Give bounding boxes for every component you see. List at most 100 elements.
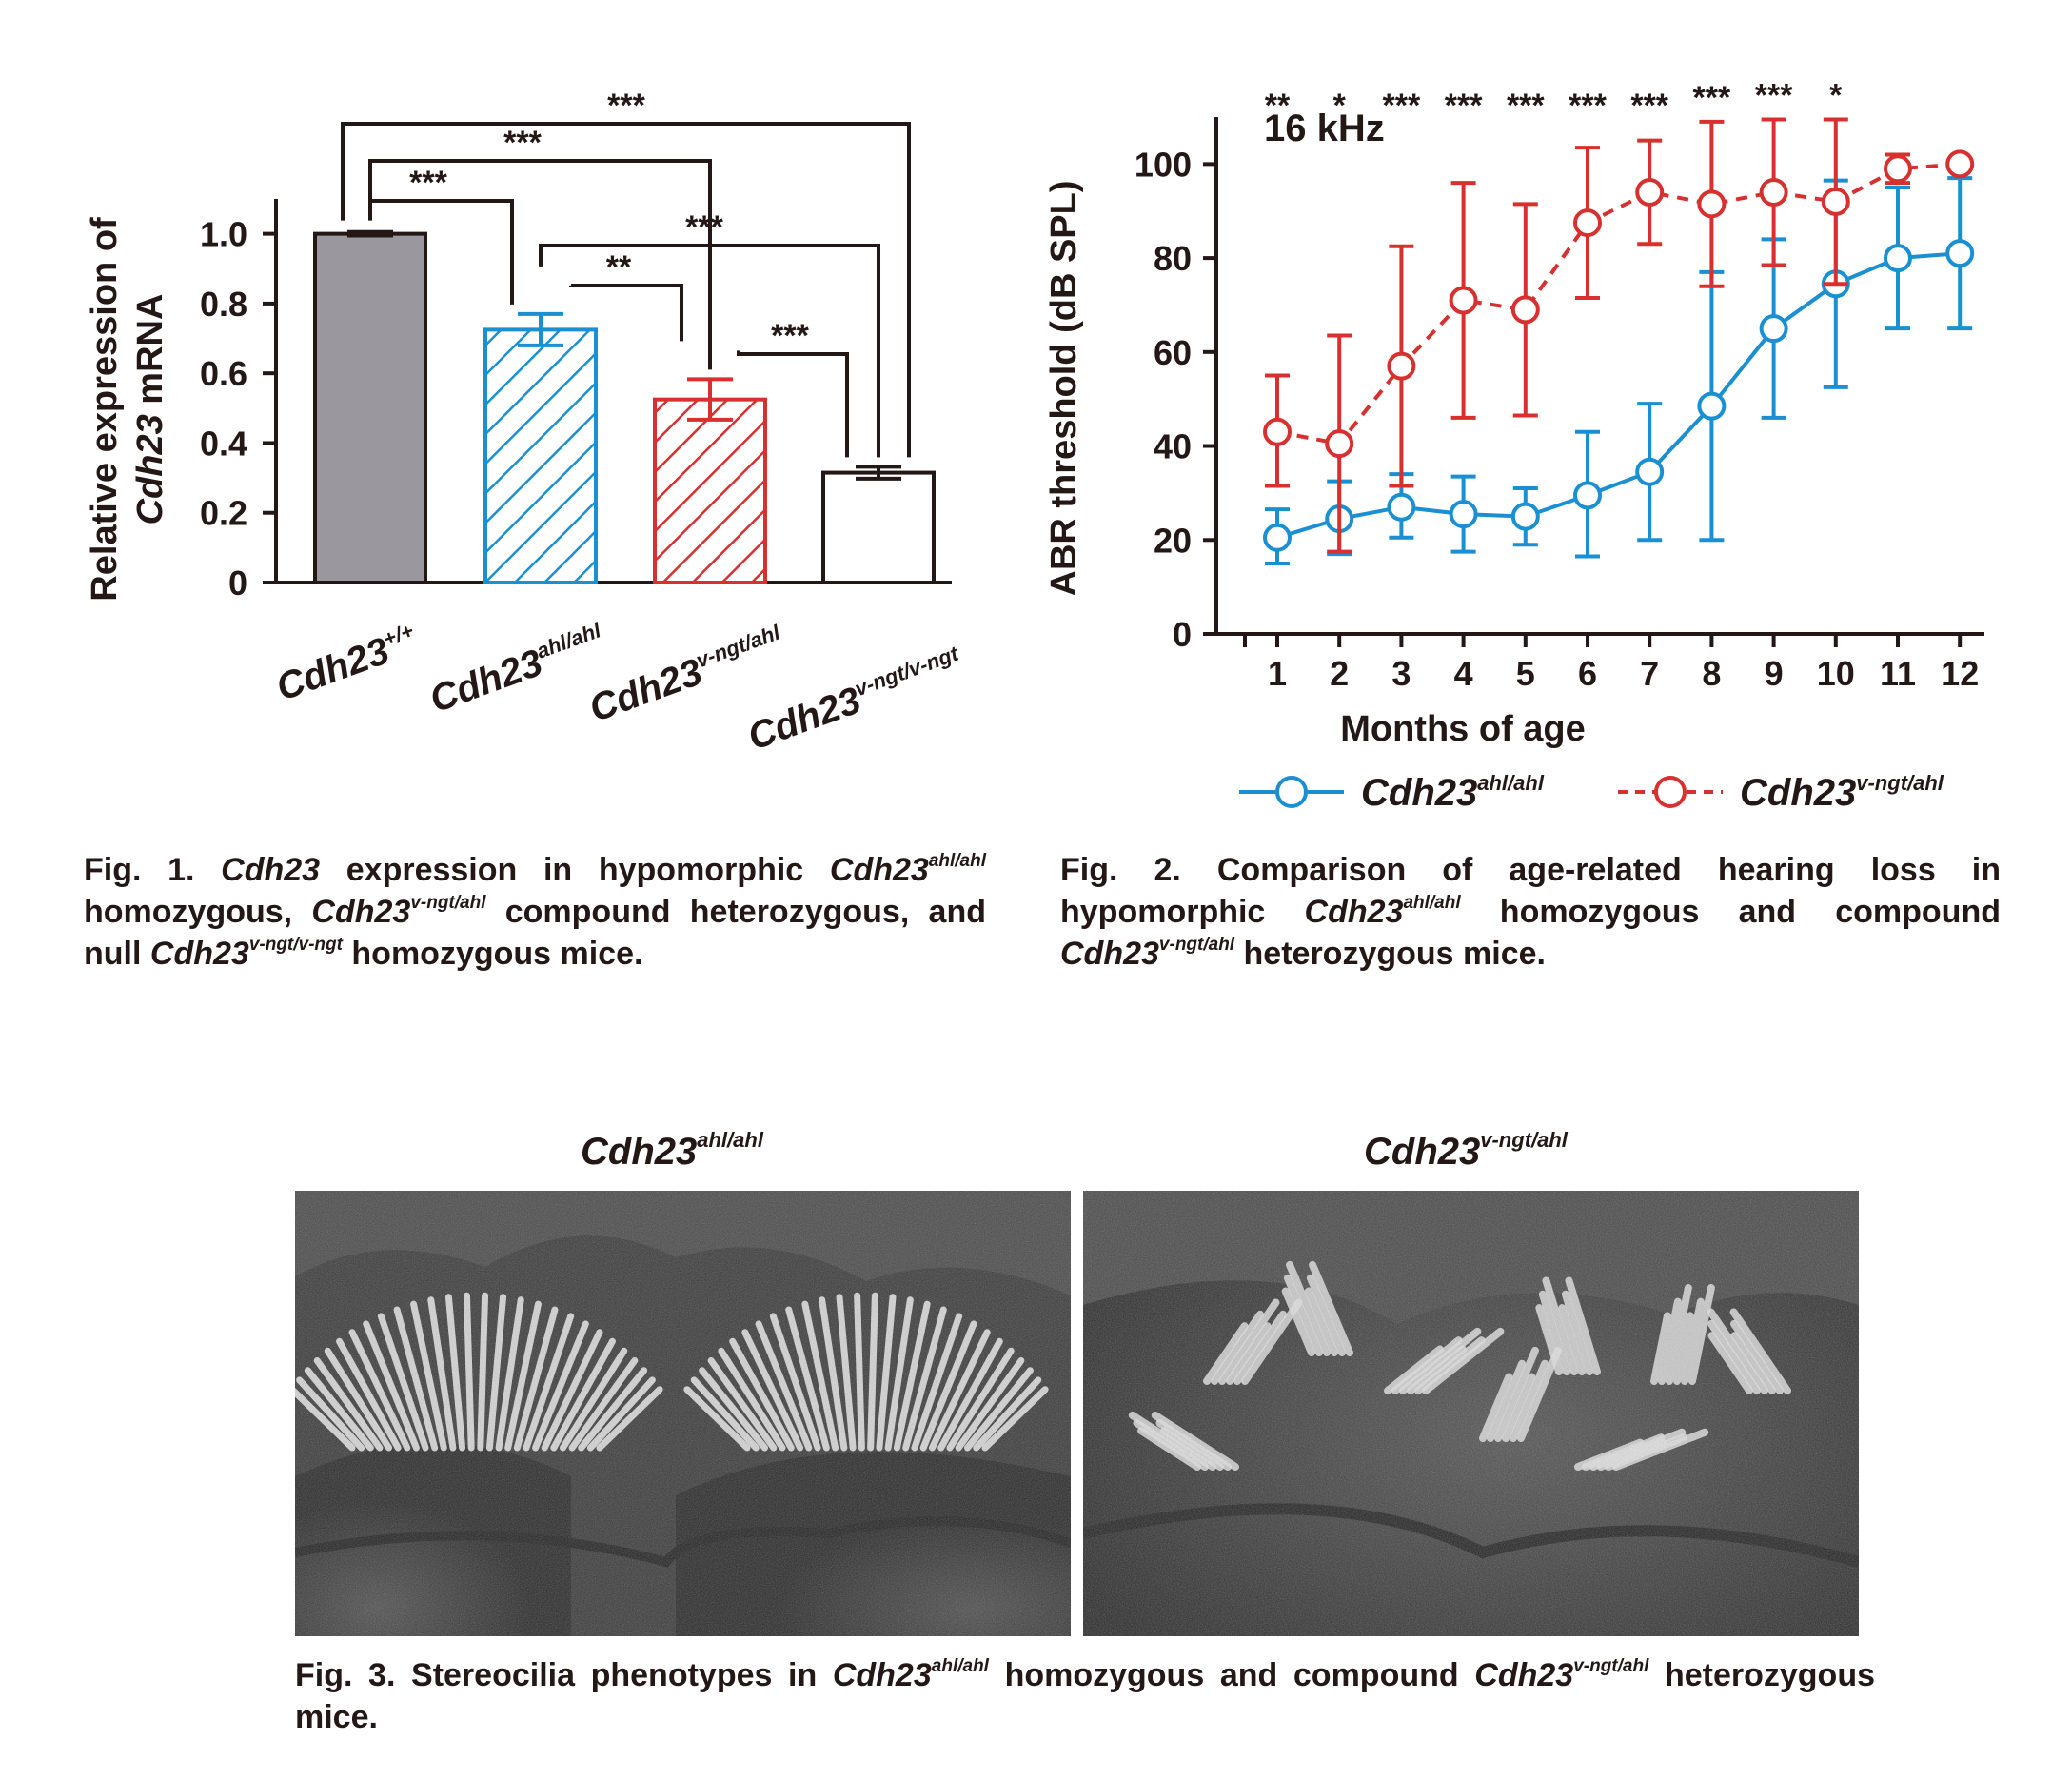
- fig1-caption: Fig. 1. Cdh23 expression in hypomorphic …: [84, 851, 986, 972]
- y-axis-label: ABR threshold (dB SPL): [1044, 181, 1084, 597]
- data-point-vngt: [1573, 208, 1602, 238]
- sem-image-ahl: [295, 1191, 1071, 1636]
- fig3-caption: Fig. 3. Stereocilia phenotypes in Cdh23a…: [295, 1656, 1876, 1735]
- significance-label: *: [1829, 77, 1843, 113]
- significance-label: ***: [1630, 88, 1668, 124]
- significance-bracket: [368, 159, 712, 370]
- significance-label: ***: [503, 125, 542, 161]
- data-point-vngt: [1263, 417, 1292, 446]
- data-point-vngt: [1325, 429, 1354, 459]
- y-tick-label: 20: [1154, 521, 1192, 560]
- significance-label: ***: [1507, 88, 1545, 124]
- significance-bracket: [737, 350, 849, 458]
- y-tick-label: 0.8: [200, 285, 247, 324]
- series-line-vngt: [1276, 162, 1961, 446]
- x-tick-label: 11: [1880, 654, 1916, 693]
- x-tick-label: 12: [1941, 654, 1979, 693]
- significance-label: ***: [1755, 77, 1793, 113]
- sem-image-vngt: [1083, 1191, 1859, 1636]
- significance-label: ***: [1383, 88, 1421, 124]
- data-point-ahl: [1573, 481, 1602, 510]
- y-tick-label: 100: [1135, 145, 1192, 184]
- y-tick-label: 0.2: [200, 494, 247, 533]
- legend-label-ahl: Cdh23ahl/ahl: [1361, 771, 1545, 814]
- data-point-ahl: [1635, 457, 1665, 486]
- y-axis-label-line2: Cdh23 mRNA: [130, 294, 170, 525]
- significance-marks: ** * *** *** *** *** *** *** *** *: [1265, 77, 1843, 124]
- y-tick-label: 80: [1154, 239, 1192, 278]
- legend-marker-ahl: [1275, 776, 1308, 808]
- x-tick-label: 7: [1640, 654, 1659, 693]
- fig3-right-title: Cdh23v-ngt/ahl: [1364, 1128, 1568, 1174]
- y-tick-label: 0: [1173, 615, 1192, 654]
- data-point-vngt: [1759, 177, 1788, 207]
- significance-brackets: *****************: [341, 88, 911, 458]
- significance-bracket: [539, 244, 880, 458]
- y-tick-label: 40: [1154, 427, 1192, 466]
- data-point-ahl: [1449, 500, 1478, 529]
- significance-label: ***: [685, 209, 723, 246]
- data-point-ahl: [1697, 391, 1727, 421]
- significance-bracket: [569, 284, 683, 342]
- x-axis-label: Months of age: [1340, 709, 1586, 749]
- data-point-vngt: [1821, 187, 1850, 216]
- y-tick-label: 0: [228, 563, 247, 603]
- x-tick-label: 2: [1330, 654, 1349, 693]
- y-axis-label-line1: Relative expression of: [85, 217, 125, 602]
- legend: Cdh23ahl/ahl Cdh23v-ngt/ahl: [1239, 771, 1944, 814]
- y-tick-label: 60: [1154, 333, 1192, 372]
- category-label: Cdh23v-ngt/v-ngt: [742, 641, 970, 759]
- data-point-vngt: [1697, 189, 1727, 219]
- x-tick-label: 6: [1578, 654, 1597, 693]
- data-point-ahl: [1884, 244, 1912, 273]
- legend-marker-vngt: [1654, 776, 1687, 808]
- axes: 0 0.2 0.4 0.6 0.8 1.0: [200, 199, 952, 603]
- bar: [313, 231, 427, 585]
- series: [1263, 117, 1975, 565]
- y-tick-label: 0.4: [200, 424, 247, 463]
- significance-label: ***: [1445, 88, 1483, 124]
- data-point-ahl: [1387, 492, 1416, 522]
- y-tick-label: 1.0: [200, 215, 247, 254]
- significance-label: ***: [607, 88, 645, 124]
- legend-label-vngt: Cdh23v-ngt/ahl: [1740, 771, 1944, 814]
- category-label: Cdh23ahl/ahl: [424, 618, 612, 721]
- data-point-vngt: [1945, 149, 1975, 179]
- data-point-ahl: [1945, 239, 1975, 268]
- fig2-caption: Fig. 2. Comparison of age-related hearin…: [1060, 852, 2001, 972]
- bar: [821, 470, 936, 585]
- significance-bracket: [341, 122, 911, 458]
- category-labels: Cdh23+/+Cdh23ahl/ahlCdh23v-ngt/ahlCdh23v…: [270, 618, 970, 759]
- significance-label: **: [606, 249, 632, 286]
- y-axis-label: Relative expression of Cdh23 mRNA: [85, 217, 170, 602]
- fig3-left-title: Cdh23ahl/ahl: [581, 1128, 763, 1174]
- frequency-annotation: 16 kHz: [1264, 108, 1385, 149]
- significance-label: ***: [1569, 88, 1607, 124]
- x-tick-label: 4: [1454, 654, 1473, 693]
- y-tick-label: 0.6: [200, 354, 247, 393]
- data-point-vngt: [1449, 286, 1478, 315]
- data-point-vngt: [1510, 295, 1540, 325]
- bar: [483, 327, 598, 584]
- data-point-ahl: [1510, 502, 1540, 531]
- significance-label: ***: [1693, 80, 1731, 116]
- x-tick-label: 1: [1268, 654, 1287, 693]
- x-tick-label: 9: [1765, 654, 1784, 693]
- data-point-ahl: [1263, 523, 1292, 552]
- significance-bracket: [368, 199, 514, 305]
- data-point-vngt: [1884, 154, 1912, 184]
- significance-label: ***: [409, 165, 447, 201]
- significance-label: **: [1265, 88, 1291, 124]
- data-point-vngt: [1387, 351, 1416, 381]
- x-tick-label: 5: [1516, 654, 1535, 693]
- fig2-line-chart: ABR threshold (dB SPL) Months of age 16 …: [1044, 77, 1984, 814]
- significance-label: *: [1333, 88, 1347, 124]
- data-point-vngt: [1635, 177, 1665, 207]
- bars: [313, 229, 936, 585]
- category-label: Cdh23+/+: [270, 619, 423, 709]
- x-tick-label: 8: [1702, 654, 1721, 693]
- data-point-ahl: [1759, 314, 1788, 344]
- significance-label: ***: [771, 318, 809, 354]
- fig1-bar-chart: Relative expression of Cdh23 mRNA 0 0.2 0.…: [85, 88, 970, 759]
